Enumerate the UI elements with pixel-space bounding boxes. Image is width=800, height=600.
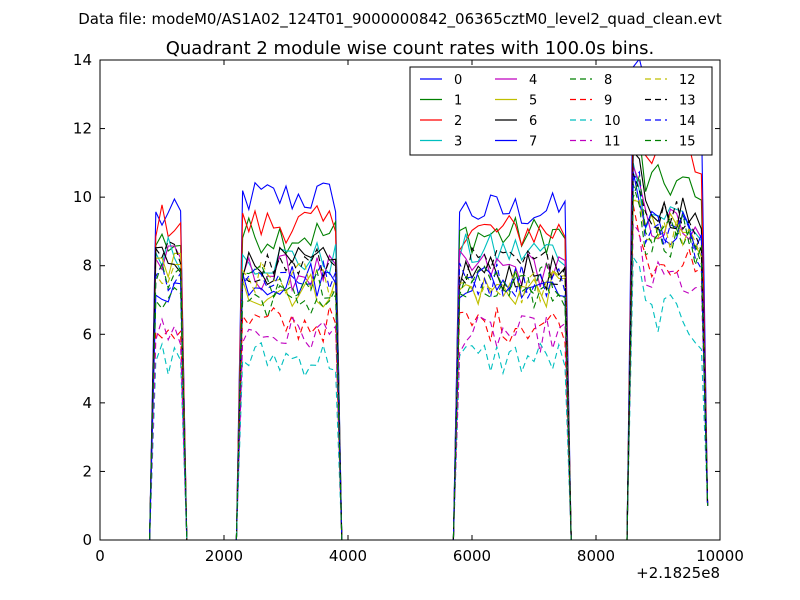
legend-label-10: 10 (604, 114, 621, 129)
series-line-6 (131, 150, 709, 540)
series-line-3 (131, 162, 709, 540)
legend-label-8: 8 (604, 73, 612, 88)
x-tick-label: 4000 (329, 547, 367, 565)
chart-title: Quadrant 2 module wise count rates with … (166, 38, 655, 59)
y-tick-label: 4 (82, 394, 92, 412)
legend-label-15: 15 (679, 135, 696, 150)
series-line-10 (131, 255, 709, 540)
x-tick-label: 2000 (205, 547, 243, 565)
legend-label-13: 13 (679, 94, 696, 109)
y-tick-label: 14 (73, 51, 92, 69)
plot-frame (99, 59, 721, 541)
chart-suptitle: Data file: modeM0/AS1A02_124T01_90000008… (78, 10, 722, 29)
legend-label-7: 7 (529, 135, 537, 150)
series-line-14 (131, 170, 709, 540)
legend-label-3: 3 (454, 135, 462, 150)
series-line-5 (131, 199, 709, 540)
series-layer (131, 60, 709, 540)
y-tick-label: 2 (82, 462, 92, 480)
legend-label-11: 11 (604, 135, 621, 150)
series-line-7 (131, 171, 709, 540)
legend-label-14: 14 (679, 114, 696, 129)
y-tick-label: 0 (82, 531, 92, 549)
y-tick-label: 6 (82, 325, 92, 343)
series-line-13 (131, 173, 709, 540)
legend-box (409, 66, 713, 156)
x-tick-label: 0 (95, 547, 105, 565)
series-line-1 (131, 129, 709, 540)
x-tick-label: 8000 (577, 547, 615, 565)
legend-label-9: 9 (604, 94, 612, 109)
series-line-8 (131, 184, 709, 540)
x-tick-label: 10000 (696, 547, 744, 565)
y-tick-label: 10 (73, 188, 92, 206)
legend-label-2: 2 (454, 114, 462, 129)
series-line-12 (131, 198, 709, 540)
x-tick-label: 6000 (453, 547, 491, 565)
legend-label-1: 1 (454, 94, 462, 109)
series-line-15 (131, 175, 709, 540)
legend-label-12: 12 (679, 73, 696, 88)
y-tick-label: 12 (73, 120, 92, 138)
y-tick-label: 8 (82, 257, 92, 275)
series-line-11 (131, 222, 709, 540)
legend-label-0: 0 (454, 73, 462, 88)
legend-label-6: 6 (529, 114, 537, 129)
series-line-4 (131, 166, 709, 540)
x-offset-label: +2.1825e8 (636, 564, 720, 582)
legend-label-5: 5 (529, 94, 537, 109)
series-line-2 (131, 111, 709, 540)
legend-label-4: 4 (529, 73, 537, 88)
series-line-9 (131, 204, 709, 540)
